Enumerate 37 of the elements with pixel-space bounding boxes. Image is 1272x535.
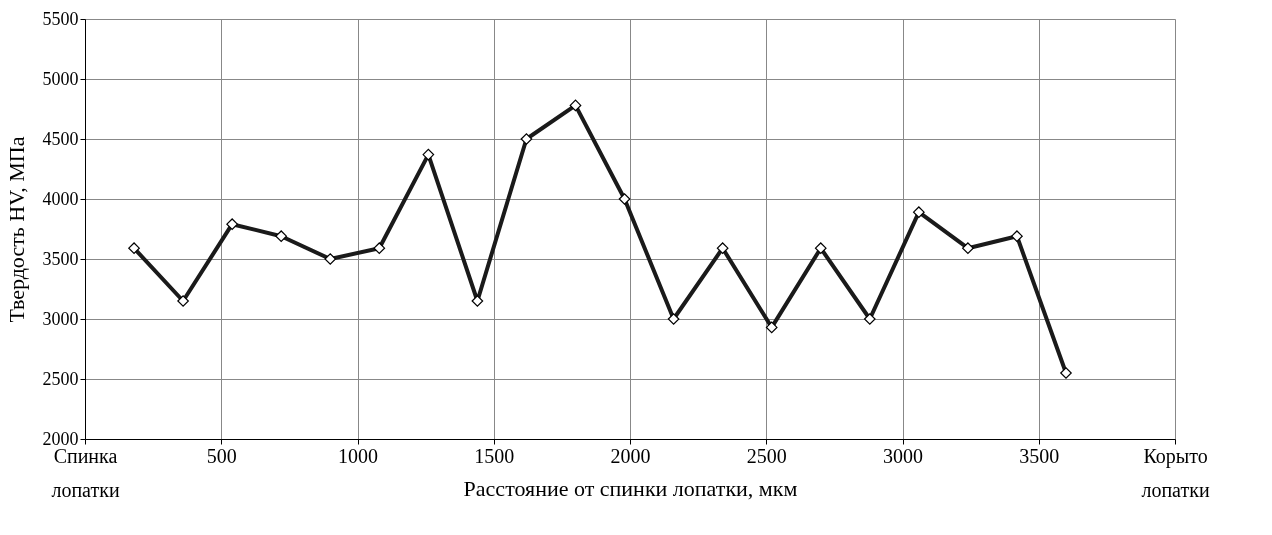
- point: [618, 193, 631, 205]
- x-tick-label: 500: [206, 444, 237, 467]
- x-tick-label: 3500: [1019, 444, 1060, 467]
- point: [863, 313, 876, 325]
- point: [913, 206, 925, 219]
- point: [1060, 367, 1072, 379]
- point: [569, 99, 582, 112]
- point: [962, 242, 974, 255]
- y-tick-label: 5000: [42, 68, 79, 89]
- point: [765, 321, 778, 334]
- x-tick-label: 2000: [610, 444, 651, 467]
- y-tick-label: 2500: [42, 368, 79, 389]
- point: [275, 230, 288, 243]
- point: [177, 295, 189, 307]
- point: [373, 242, 386, 255]
- y-axis-title: Твердость HV, МПа: [3, 136, 29, 323]
- x-axis-title: Расстояние от спинки лопатки, мкм: [463, 475, 798, 501]
- x-tick-label: Корыто лопатки: [1141, 444, 1210, 501]
- x-tick-label: 1500: [474, 444, 515, 467]
- point: [128, 242, 140, 255]
- point: [667, 313, 680, 325]
- point: [226, 218, 238, 231]
- point: [814, 242, 827, 255]
- x-tick-label: 3000: [883, 444, 923, 467]
- point: [716, 242, 729, 255]
- point: [520, 133, 533, 145]
- point: [422, 148, 435, 161]
- y-tick-label: 4500: [42, 128, 79, 149]
- x-tick-label: 2500: [746, 444, 787, 467]
- y-tick-label: 3500: [42, 248, 79, 269]
- point: [1011, 230, 1023, 243]
- y-tick-label: 4000: [42, 188, 79, 209]
- point: [471, 295, 484, 307]
- point: [324, 253, 337, 265]
- x-tick-label: 1000: [338, 444, 378, 467]
- y-tick-label: 3000: [42, 308, 79, 329]
- y-tick-label: 5500: [42, 8, 79, 29]
